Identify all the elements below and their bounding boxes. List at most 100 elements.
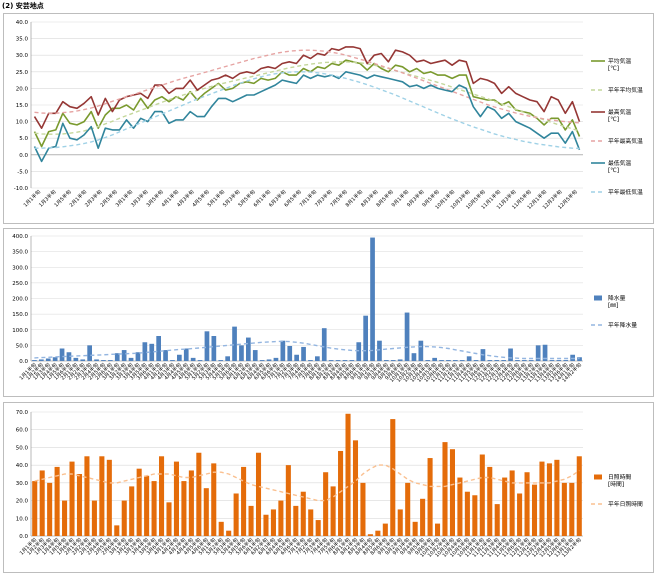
bar xyxy=(218,360,224,361)
bar xyxy=(508,348,513,361)
bar xyxy=(204,331,210,361)
y-tick-label: 0.0 xyxy=(19,153,28,159)
bar xyxy=(69,461,75,536)
bar xyxy=(487,466,493,536)
y-tick-label: 100.0 xyxy=(12,328,28,334)
bar xyxy=(349,360,355,361)
bar xyxy=(487,360,493,361)
bar xyxy=(255,452,262,536)
bar xyxy=(273,357,279,361)
bar xyxy=(280,340,286,361)
bar xyxy=(363,315,368,361)
bar xyxy=(135,352,141,361)
y-tick-label: 70.0 xyxy=(16,410,29,416)
bar xyxy=(418,340,424,361)
series-line xyxy=(34,49,580,124)
bar xyxy=(442,442,448,536)
bar xyxy=(432,357,437,361)
bar xyxy=(121,500,127,536)
legend-label: 平年最高気温 xyxy=(608,137,643,145)
bar xyxy=(472,495,478,536)
bar xyxy=(397,509,403,536)
bar xyxy=(62,500,68,536)
bar xyxy=(232,326,237,361)
legend-label: 平年日照時間 xyxy=(608,500,643,508)
y-tick-label: 150.0 xyxy=(12,312,28,318)
temperature-chart: -10.0 -5.0 0.0 5.0 10.0 15.0 20.0 25.0 30.0 35.0 4… xyxy=(14,20,643,211)
bar xyxy=(84,456,90,536)
y-tick-label: 0.0 xyxy=(19,359,28,365)
y-tick-label: 5.0 xyxy=(19,136,28,142)
legend-label: 平年平均気温 xyxy=(608,86,643,94)
y-tick-label: 15.0 xyxy=(16,103,29,109)
bar xyxy=(101,360,106,361)
bar xyxy=(149,343,155,361)
legend-label: 平年降水量 xyxy=(608,321,637,329)
bar xyxy=(457,477,463,536)
bar xyxy=(246,337,251,361)
bar xyxy=(382,523,388,536)
bar xyxy=(308,360,313,361)
bar xyxy=(328,360,334,361)
bar xyxy=(411,353,417,361)
bar xyxy=(404,312,410,361)
bar xyxy=(390,419,396,536)
bar xyxy=(501,360,506,361)
y-tick-label: 250.0 xyxy=(12,281,28,287)
bar xyxy=(554,459,560,536)
sunshine-chart: 0.0 10.0 20.0 30.0 40.0 50.0 60.0 70.0 日照時間[時間] 平… xyxy=(16,410,643,559)
legend-label: [時間] xyxy=(608,480,624,488)
bar xyxy=(159,456,165,536)
bar xyxy=(390,360,396,361)
y-tick-label: 400.0 xyxy=(12,234,28,240)
bar xyxy=(39,470,45,536)
bar xyxy=(449,449,455,536)
bar xyxy=(522,360,527,361)
bar xyxy=(108,360,113,361)
bar xyxy=(151,481,157,536)
bar xyxy=(345,413,351,536)
bar xyxy=(233,493,239,536)
bar xyxy=(218,521,224,536)
bar xyxy=(563,360,569,361)
bar xyxy=(427,458,433,536)
bar xyxy=(170,360,175,361)
bar xyxy=(163,350,168,361)
y-tick-label: 350.0 xyxy=(12,250,28,256)
bar xyxy=(515,360,520,361)
bar xyxy=(241,466,247,536)
precipitation-chart: 0.0 50.0 100.0 150.0 200.0 250.0 300.0 350.0 400… xyxy=(12,234,637,384)
bar xyxy=(183,348,189,361)
bar xyxy=(196,452,202,536)
bar xyxy=(252,350,258,361)
series-line xyxy=(34,71,580,150)
bar xyxy=(524,472,530,536)
bar xyxy=(473,360,479,361)
y-tick-label: 30.0 xyxy=(16,53,29,59)
bar xyxy=(315,356,320,361)
bar xyxy=(239,345,244,361)
bar xyxy=(342,360,348,361)
bar xyxy=(32,360,37,361)
bar xyxy=(502,477,508,536)
y-tick-label: 10.0 xyxy=(16,120,29,126)
bar xyxy=(301,346,306,361)
bar xyxy=(466,356,472,361)
legend-label: [㎜] xyxy=(608,303,618,309)
bar xyxy=(539,461,545,536)
bar xyxy=(287,346,293,361)
bar xyxy=(453,360,458,361)
bar xyxy=(367,534,373,536)
y-tick-label: 50.0 xyxy=(16,343,29,349)
bar xyxy=(293,505,299,536)
bar xyxy=(576,456,582,536)
legend-label: 日照時間 xyxy=(608,473,631,481)
bar xyxy=(144,475,150,536)
bar xyxy=(535,345,541,361)
bar xyxy=(531,484,538,536)
bar xyxy=(211,463,217,536)
bar xyxy=(335,360,341,361)
bar xyxy=(114,353,120,361)
bar xyxy=(173,461,179,536)
bar xyxy=(211,336,217,361)
